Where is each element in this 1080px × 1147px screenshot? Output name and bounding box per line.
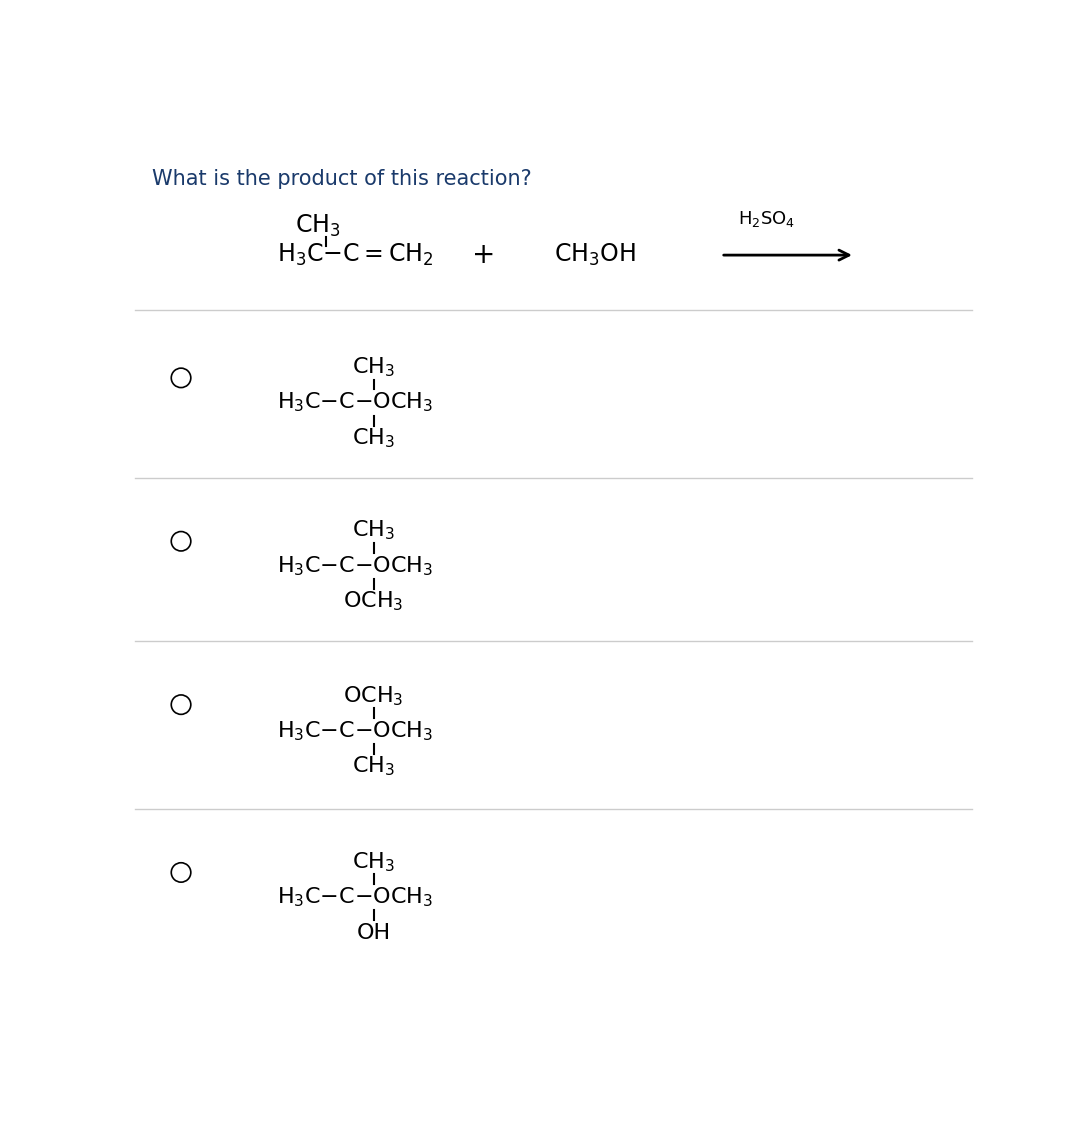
- Text: CH$_3$: CH$_3$: [352, 427, 395, 450]
- Text: CH$_3$: CH$_3$: [352, 755, 395, 779]
- Text: CH$_3$: CH$_3$: [295, 213, 340, 239]
- Text: H$_3$C$-$C$=$CH$_2$: H$_3$C$-$C$=$CH$_2$: [278, 242, 434, 268]
- Text: CH$_3$: CH$_3$: [352, 356, 395, 379]
- Text: $+$: $+$: [471, 241, 494, 270]
- Text: CH$_3$: CH$_3$: [352, 518, 395, 543]
- Text: OCH$_3$: OCH$_3$: [343, 684, 404, 708]
- Text: OH: OH: [356, 922, 391, 943]
- Text: CH$_3$OH: CH$_3$OH: [554, 242, 635, 268]
- Text: H$_3$C$-$C$-$OCH$_3$: H$_3$C$-$C$-$OCH$_3$: [278, 885, 433, 908]
- Text: H$_3$C$-$C$-$OCH$_3$: H$_3$C$-$C$-$OCH$_3$: [278, 554, 433, 578]
- Text: H$_3$C$-$C$-$OCH$_3$: H$_3$C$-$C$-$OCH$_3$: [278, 719, 433, 743]
- Text: OCH$_3$: OCH$_3$: [343, 590, 404, 614]
- Text: H$_2$SO$_4$: H$_2$SO$_4$: [738, 209, 795, 229]
- Text: H$_3$C$-$C$-$OCH$_3$: H$_3$C$-$C$-$OCH$_3$: [278, 391, 433, 414]
- Text: What is the product of this reaction?: What is the product of this reaction?: [151, 169, 531, 188]
- Text: CH$_3$: CH$_3$: [352, 850, 395, 874]
